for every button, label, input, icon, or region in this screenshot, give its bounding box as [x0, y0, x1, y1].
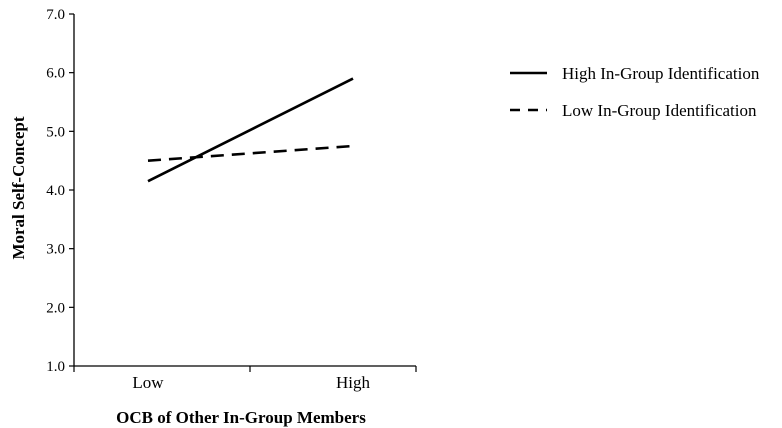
y-axis-title: Moral Self-Concept: [9, 116, 28, 259]
y-tick-label: 1.0: [46, 359, 65, 375]
y-tick-label: 4.0: [46, 183, 65, 199]
y-tick-label: 6.0: [46, 66, 65, 82]
series-lines: [147, 77, 354, 183]
y-tick-label: 2.0: [46, 300, 65, 316]
series-line-high-identification: [147, 77, 354, 183]
y-tick-label: 5.0: [46, 124, 65, 140]
axes: [73, 14, 416, 367]
legend: High In-Group Identification Low In-Group…: [510, 64, 760, 120]
x-axis-ticks: Low High: [73, 366, 417, 392]
x-tick-label: Low: [132, 373, 164, 392]
y-tick-label: 3.0: [46, 242, 65, 258]
y-axis-ticks: 1.0 2.0 3.0 4.0 5.0 6.0 7.0: [46, 7, 74, 375]
x-axis-title: OCB of Other In-Group Members: [116, 408, 366, 427]
x-tick-label: High: [336, 373, 371, 392]
legend-label: Low In-Group Identification: [562, 101, 757, 120]
y-tick-label: 7.0: [46, 7, 65, 23]
series-line-low-identification: [147, 144, 354, 162]
legend-label: High In-Group Identification: [562, 64, 760, 83]
